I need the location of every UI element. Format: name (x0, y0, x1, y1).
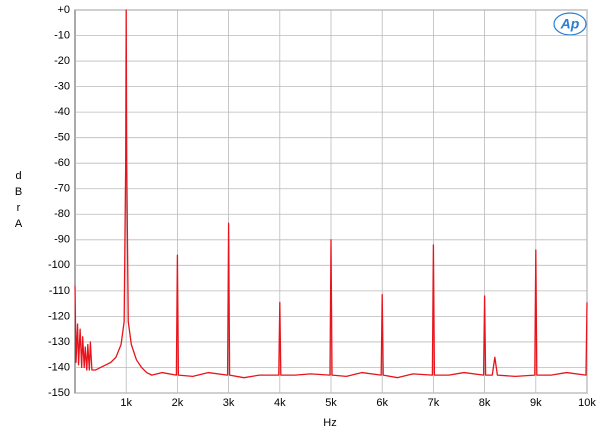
x-tick-label: 7k (428, 397, 440, 409)
logo-ring (553, 12, 587, 36)
y-tick-label: -140 (48, 361, 70, 373)
y-tick-label: -20 (54, 55, 70, 67)
y-tick-label: -80 (54, 208, 70, 220)
y-tick-label: -150 (48, 387, 70, 399)
x-tick-label: 10k (578, 397, 596, 409)
x-tick-label: 6k (376, 397, 388, 409)
y-tick-label: -100 (48, 259, 70, 271)
y-tick-label: -30 (54, 81, 70, 93)
x-tick-label: 8k (479, 397, 491, 409)
y-tick-label: -60 (54, 157, 70, 169)
x-axis-label: Hz (323, 417, 336, 429)
y-tick-label: -130 (48, 336, 70, 348)
x-tick-label: 9k (530, 397, 542, 409)
y-axis-label: dBr A (14, 170, 23, 230)
x-tick-label: 2k (172, 397, 184, 409)
y-tick-label: -50 (54, 132, 70, 144)
y-tick-label: -120 (48, 310, 70, 322)
spectrum-line (74, 9, 588, 379)
y-tick-label: -10 (54, 29, 70, 41)
y-tick-label: -40 (54, 106, 70, 118)
y-tick-label: -70 (54, 183, 70, 195)
y-tick-label: +0 (57, 4, 70, 16)
logo: Ap (560, 16, 580, 32)
y-tick-label: -90 (54, 234, 70, 246)
x-tick-label: 5k (325, 397, 337, 409)
y-tick-label: -110 (49, 285, 70, 297)
x-tick-label: 3k (223, 397, 235, 409)
x-tick-label: 4k (274, 397, 286, 409)
x-tick-label: 1k (120, 397, 132, 409)
